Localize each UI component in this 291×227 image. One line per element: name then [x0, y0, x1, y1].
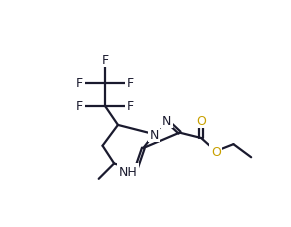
Text: N: N — [162, 114, 171, 127]
Text: O: O — [196, 114, 206, 127]
Text: O: O — [211, 145, 221, 158]
Text: F: F — [76, 77, 83, 90]
Text: F: F — [127, 100, 134, 113]
Text: NH: NH — [119, 165, 137, 178]
Text: N: N — [150, 128, 159, 141]
Text: F: F — [76, 100, 83, 113]
Text: F: F — [127, 77, 134, 90]
Text: F: F — [101, 54, 109, 67]
